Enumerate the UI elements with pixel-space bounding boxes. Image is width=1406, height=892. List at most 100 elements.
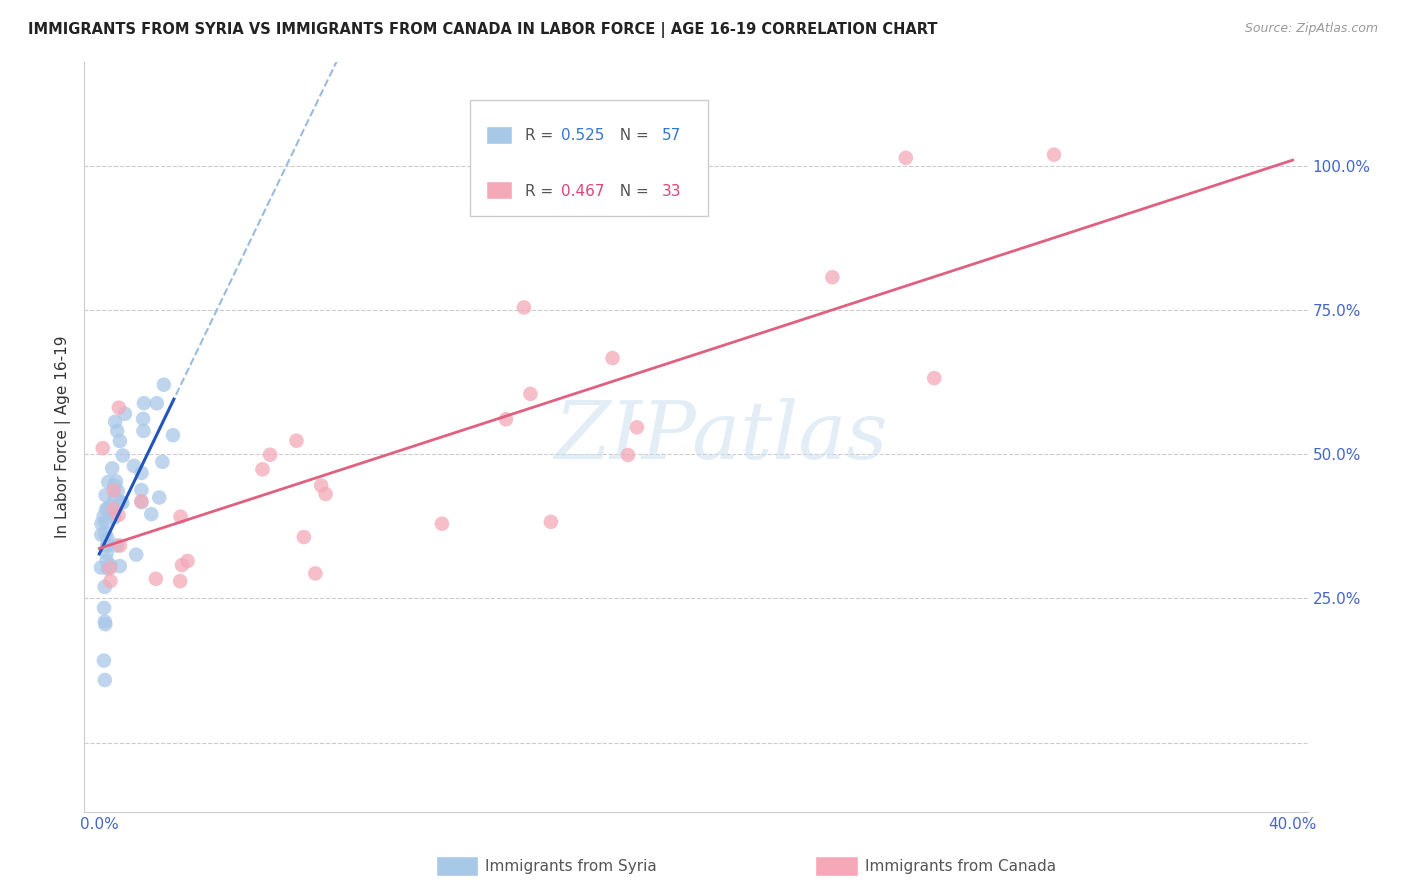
Text: R =: R = (524, 128, 558, 143)
Text: 33: 33 (662, 184, 682, 199)
Point (169, 574, 191, 589)
Point (96, 539, 118, 553)
Text: IMMIGRANTS FROM SYRIA VS IMMIGRANTS FROM CANADA IN LABOR FORCE | AGE 16-19 CORRE: IMMIGRANTS FROM SYRIA VS IMMIGRANTS FROM… (28, 22, 938, 38)
Point (105, 475, 128, 489)
Point (1043, 147, 1066, 161)
Point (107, 508, 129, 522)
Point (105, 424, 128, 438)
Point (93, 654, 115, 668)
Point (132, 424, 155, 438)
Point (292, 530, 315, 544)
Text: ZIPatlas: ZIPatlas (554, 399, 887, 475)
Point (94, 526, 117, 541)
Point (125, 548, 148, 562)
Point (98, 561, 121, 575)
Point (626, 420, 648, 434)
Text: 0.525: 0.525 (561, 128, 605, 143)
Point (821, 270, 844, 285)
Point (103, 502, 125, 516)
Point (148, 491, 170, 505)
Point (104, 415, 127, 429)
Point (96, 531, 118, 545)
Text: 57: 57 (662, 128, 681, 143)
Point (97, 559, 120, 574)
Point (108, 434, 131, 448)
Point (111, 496, 134, 510)
Point (90, 527, 112, 541)
Point (103, 505, 125, 519)
Point (285, 434, 308, 448)
Point (176, 554, 198, 568)
Y-axis label: In Labor Force | Age 16-19: In Labor Force | Age 16-19 (55, 335, 72, 539)
Point (513, 301, 536, 315)
Point (93, 600, 115, 615)
Point (170, 558, 193, 573)
Bar (485, 126, 513, 144)
Point (93, 509, 115, 524)
Point (103, 510, 125, 524)
Text: N =: N = (610, 184, 654, 199)
Point (162, 428, 184, 442)
Bar (485, 181, 513, 200)
Point (96, 553, 118, 567)
Point (98, 506, 121, 520)
Point (169, 509, 191, 524)
Point (111, 449, 134, 463)
Point (94, 502, 117, 516)
Point (98, 558, 121, 573)
FancyBboxPatch shape (470, 100, 709, 216)
Point (519, 387, 541, 401)
Point (97, 501, 120, 516)
Point (309, 478, 332, 492)
Point (894, 151, 917, 165)
Point (104, 491, 127, 505)
Text: R =: R = (524, 184, 558, 199)
Point (94, 488, 117, 502)
Point (97, 475, 120, 489)
Point (141, 507, 163, 521)
Point (146, 396, 169, 410)
Point (304, 566, 326, 581)
Point (131, 466, 153, 480)
Text: Source: ZipAtlas.com: Source: ZipAtlas.com (1244, 22, 1378, 36)
Point (108, 559, 131, 574)
Point (315, 487, 337, 501)
Text: Immigrants from Canada: Immigrants from Canada (865, 859, 1056, 873)
Point (105, 539, 128, 553)
Text: N =: N = (610, 128, 654, 143)
Point (259, 448, 281, 462)
Point (131, 495, 153, 509)
Point (107, 483, 129, 498)
Point (101, 461, 124, 475)
Point (129, 494, 152, 508)
Point (145, 572, 167, 586)
Point (617, 448, 640, 462)
Point (132, 412, 155, 426)
Point (602, 351, 624, 365)
Point (103, 483, 125, 498)
Point (100, 499, 122, 513)
Point (131, 483, 153, 497)
Point (540, 515, 562, 529)
Text: Immigrants from Syria: Immigrants from Syria (485, 859, 657, 873)
Point (96, 546, 118, 560)
Text: 0.467: 0.467 (561, 184, 605, 199)
Point (108, 494, 131, 508)
Point (252, 462, 274, 476)
Point (97, 562, 120, 576)
Point (103, 478, 125, 492)
Point (94, 617, 117, 632)
Point (90, 516, 112, 531)
Point (91, 441, 114, 455)
Point (153, 377, 176, 392)
Point (94, 615, 117, 629)
Point (94, 515, 117, 529)
Point (90, 560, 112, 574)
Point (150, 455, 173, 469)
Point (103, 504, 125, 518)
Point (922, 371, 945, 385)
Point (132, 396, 155, 410)
Point (108, 401, 131, 415)
Point (430, 516, 453, 531)
Point (122, 458, 145, 473)
